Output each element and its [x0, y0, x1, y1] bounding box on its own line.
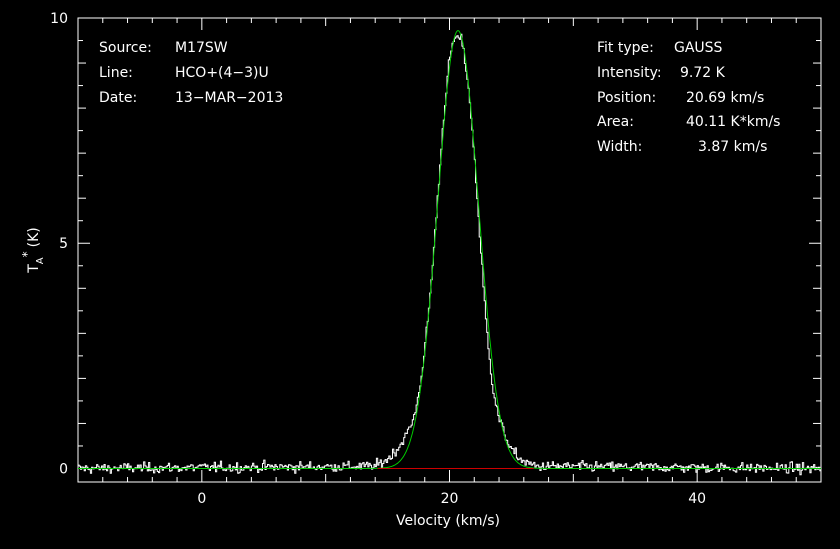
gaussian-fit-line — [78, 30, 821, 469]
fit-type-key: Fit type: — [597, 40, 654, 56]
y-tick-label: 5 — [59, 236, 68, 252]
line-value: HCO+(4−3)U — [175, 65, 269, 81]
area-key: Area: — [597, 114, 634, 130]
line-key: Line: — [99, 65, 133, 81]
date-key: Date: — [99, 90, 137, 106]
x-tick-label: 0 — [197, 491, 206, 507]
intensity-key: Intensity: — [597, 65, 662, 81]
fit-type-value: GAUSS — [674, 40, 723, 56]
info-block-left: Source: M17SW Line: HCO+(4−3)U Date: 13−… — [99, 40, 283, 106]
x-axis-label: Velocity (km/s) — [396, 513, 500, 529]
plot-frame — [77, 17, 822, 483]
source-key: Source: — [99, 40, 152, 56]
position-value: 20.69 km/s — [686, 90, 764, 106]
info-block-right: Fit type: GAUSS Intensity: 9.72 K Positi… — [597, 40, 780, 155]
width-value: 3.87 km/s — [698, 139, 767, 155]
y-tick-label: 0 — [59, 461, 68, 477]
y-tick-label: 10 — [50, 11, 68, 27]
spectrum-line — [78, 33, 821, 476]
y-axis-label: TA*(K) — [20, 227, 46, 274]
width-key: Width: — [597, 139, 642, 155]
source-value: M17SW — [175, 40, 228, 56]
area-value: 40.11 K*km/s — [686, 114, 780, 130]
date-value: 13−MAR−2013 — [175, 90, 283, 106]
intensity-value: 9.72 K — [680, 65, 726, 81]
position-key: Position: — [597, 90, 656, 106]
x-tick-label: 20 — [441, 491, 459, 507]
x-tick-label: 40 — [688, 491, 706, 507]
